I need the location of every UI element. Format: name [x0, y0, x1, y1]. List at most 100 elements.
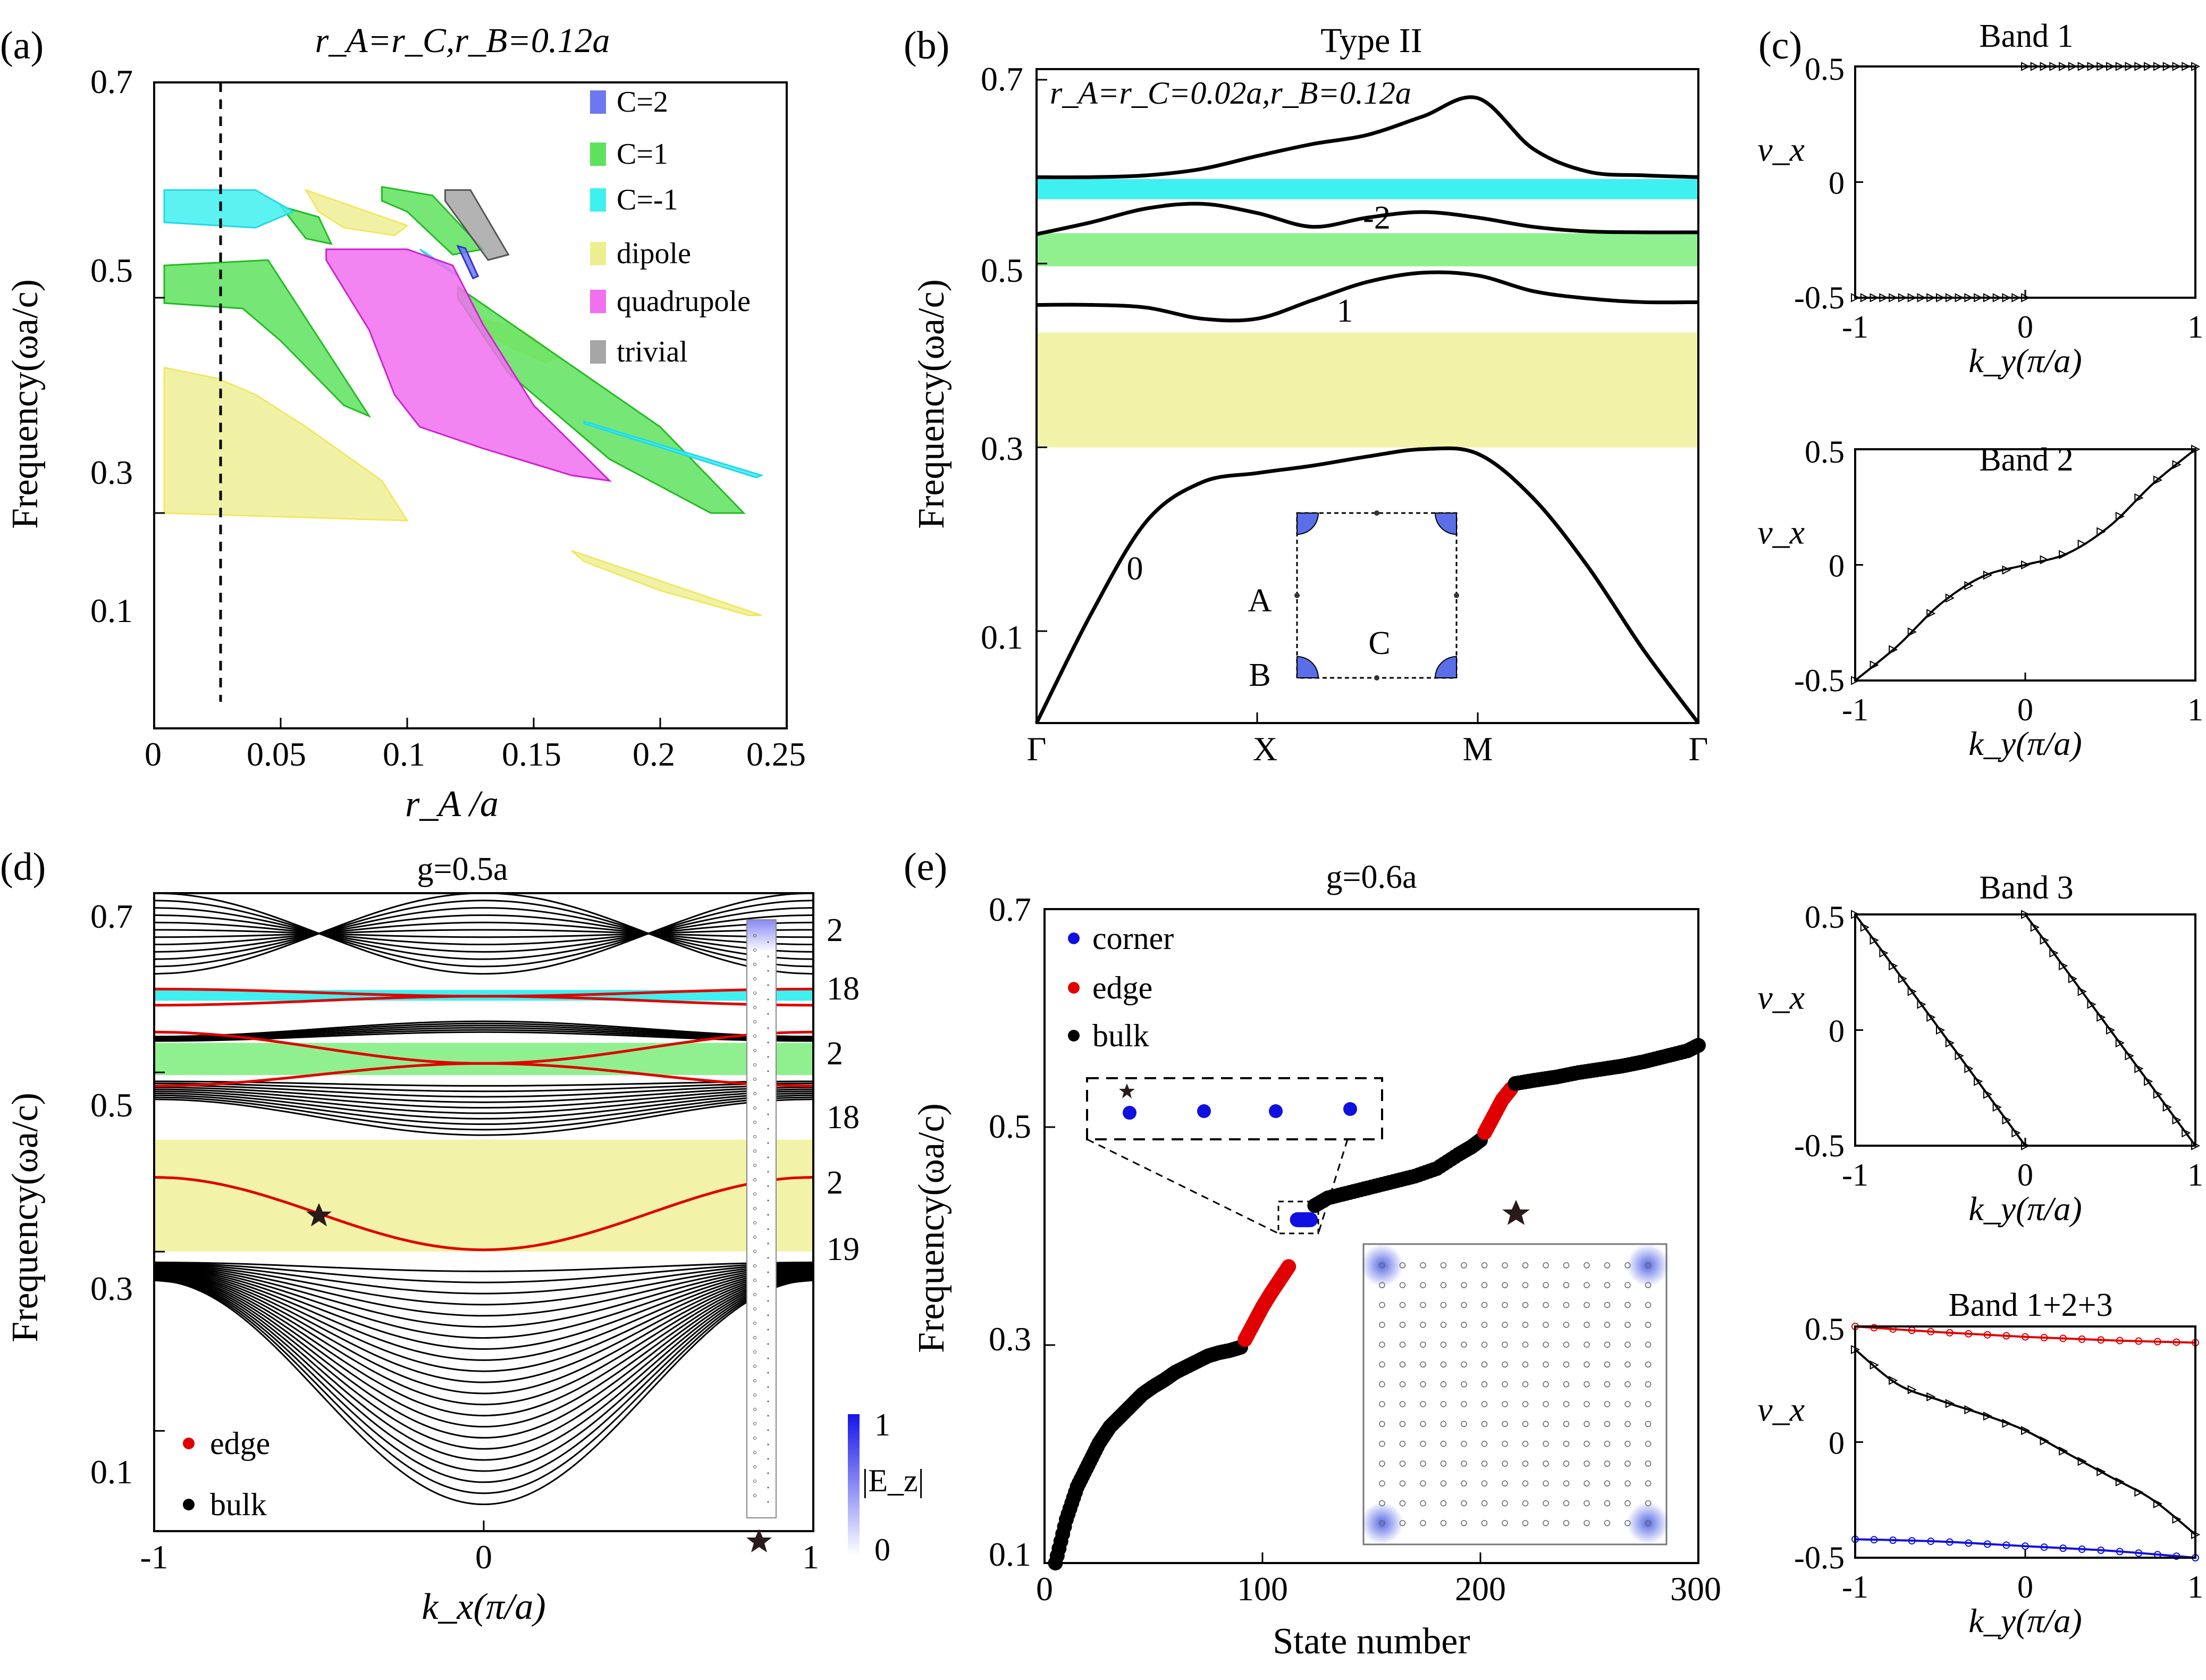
panel-c-3-marker-0-1 [1860, 922, 1870, 932]
strip-dot-a-6 [753, 1020, 756, 1023]
panel-d-ytick-1: 0.3 [90, 1270, 133, 1307]
panel-c-2-ytick-1: 0 [1829, 549, 1845, 584]
zoom-corner-state-1 [1123, 1106, 1136, 1120]
map-dot-5-13 [1481, 1520, 1488, 1526]
map-dot-10-5 [1584, 1361, 1590, 1368]
strip-dot-a-3 [753, 977, 756, 980]
panel-b-band-2 [1036, 201, 1699, 236]
panel-c-4-ylabel: v_x [1757, 1391, 1805, 1429]
map-dot-1-3 [1399, 1322, 1406, 1328]
map-dot-3-0 [1440, 1262, 1447, 1269]
panel-c-4-marker-2-11 [2059, 1544, 2067, 1552]
map-dot-7-5 [1522, 1361, 1529, 1368]
panel-c-3-marker-0-5 [1898, 974, 1908, 984]
panel-c-4-marker-1-12 [2077, 1457, 2087, 1466]
panel-c-3-ylabel: v_x [1757, 979, 1805, 1017]
panel-c-4-marker-0-8 [2002, 1332, 2010, 1340]
panel-c-4-xtick-0: -1 [1842, 1569, 1868, 1605]
zoom-corner-state-2 [1197, 1104, 1211, 1118]
strip-dot-a-14 [753, 1135, 756, 1138]
map-dot-6-9 [1502, 1440, 1508, 1447]
map-dot-0-11 [1379, 1480, 1385, 1487]
map-dot-1-12 [1399, 1500, 1406, 1507]
map-dot-10-8 [1584, 1421, 1590, 1427]
panel-c-3-marker-1-5 [2068, 974, 2078, 984]
strip-dot-b-3 [767, 984, 769, 986]
region-c2-13 [456, 245, 479, 280]
strip-dot-a-4 [753, 992, 756, 995]
strip-dot-a-39 [753, 1494, 756, 1497]
map-dot-3-2 [1440, 1301, 1447, 1308]
map-dot-10-10 [1584, 1460, 1590, 1467]
map-dot-9-13 [1563, 1520, 1570, 1526]
strip-dot-b-14 [767, 1142, 769, 1144]
panel-c-3-marker-1-1 [2030, 922, 2040, 932]
map-dot-6-13 [1502, 1520, 1508, 1526]
panel-c-subplots [1851, 62, 2201, 1561]
map-dot-6-7 [1502, 1401, 1508, 1407]
map-dot-1-0 [1399, 1262, 1406, 1269]
panel-b-frame [1035, 68, 1699, 724]
panel-c-3-marker-0-11 [1955, 1051, 1964, 1061]
legend-label-c2: C=2 [617, 86, 668, 119]
glow-corner-bl [1361, 1502, 1403, 1544]
strip-dot-b-23 [767, 1271, 769, 1273]
panel-b-title: Type II [1320, 21, 1422, 60]
panel-d-bulk-band-high-3 [154, 914, 814, 953]
map-dot-2-4 [1420, 1341, 1426, 1348]
panel-d-tag: (d) [0, 845, 46, 889]
map-dot-10-13 [1584, 1520, 1590, 1526]
map-dot-13-13 [1645, 1520, 1652, 1526]
panel-d-bulk-band-low-3 [154, 1276, 814, 1472]
map-dot-8-1 [1543, 1282, 1549, 1289]
map-dot-9-1 [1563, 1282, 1570, 1289]
panel-c-1-ylabel: v_x [1757, 131, 1805, 169]
panel-c-3-marker-1-14 [2153, 1089, 2163, 1099]
panel-c-3-curve-0 [1854, 913, 2026, 1147]
map-dot-11-6 [1604, 1381, 1611, 1388]
strip-dot-b-28 [767, 1343, 769, 1345]
map-dot-6-2 [1502, 1301, 1508, 1308]
panel-d-bulk-band-mid2-3 [154, 1024, 814, 1039]
panel-a-ylabel: Frequency(ωa/c) [5, 279, 46, 529]
panel-c-2-marker-0-13 [2096, 527, 2106, 536]
panel-c-2-marker-0-8 [2002, 565, 2011, 575]
map-dot-4-5 [1461, 1361, 1467, 1368]
map-dot-0-10 [1379, 1460, 1385, 1467]
strip-dot-a-27 [753, 1322, 756, 1325]
zoom-corner-state-4 [1343, 1102, 1357, 1116]
map-dot-13-12 [1645, 1500, 1652, 1507]
map-dot-12-10 [1624, 1460, 1631, 1467]
strip-dot-a-37 [753, 1465, 756, 1468]
panel-c-3-marker-0-12 [1964, 1064, 1974, 1073]
rod-b-corner-tl [1296, 513, 1319, 535]
panel-d-bulk-band-mid2-2 [154, 1027, 814, 1040]
map-dot-11-8 [1604, 1421, 1611, 1427]
map-dot-7-4 [1522, 1341, 1529, 1348]
panel-c-3-xtick-0: -1 [1842, 1157, 1868, 1192]
strip-dot-a-31 [753, 1379, 756, 1382]
panel-e-points [1048, 1038, 1706, 1570]
strip-dot-b-37 [767, 1472, 769, 1474]
panel-c-1-ytick-1: 0 [1829, 166, 1845, 201]
panel-e-frame [1043, 908, 1699, 1564]
map-dot-13-2 [1645, 1301, 1652, 1308]
map-dot-1-13 [1399, 1520, 1406, 1526]
panel-c-2-marker-0-4 [1926, 609, 1936, 618]
zoom-inset-frame [1086, 1077, 1383, 1140]
strip-dot-b-27 [767, 1329, 769, 1331]
map-dot-3-4 [1440, 1341, 1447, 1348]
map-dot-10-11 [1584, 1480, 1590, 1487]
panel-c: (c) Band 1 Band 2 Band 3 Band 1+2+3 -0.5… [1757, 18, 2203, 1640]
map-dot-8-7 [1543, 1401, 1549, 1407]
map-dot-9-3 [1563, 1322, 1570, 1328]
panel-c-3-marker-1-8 [2096, 1012, 2106, 1022]
panel-d: (d) g=0.5a 0.1 0.3 0.5 0.7 -1 0 1 k_x(π/… [0, 845, 924, 1627]
panel-d-bulk-band-low-1 [154, 1279, 814, 1494]
map-dot-4-2 [1461, 1301, 1467, 1308]
strip-dot-a-26 [753, 1307, 756, 1311]
panel-c-4-curve-2 [1855, 1538, 2196, 1559]
panel-c-2-curve-0 [1854, 448, 2196, 682]
panel-e-xtick-0: 0 [1036, 1570, 1053, 1608]
panel-c-2-marker-0-5 [1945, 593, 1955, 603]
